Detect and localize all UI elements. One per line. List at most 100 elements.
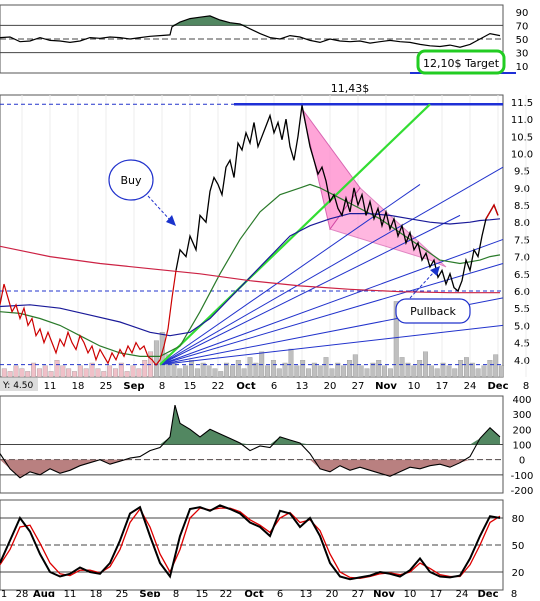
volume-bar: [428, 365, 434, 378]
price-x-tick-Sep: Sep: [123, 381, 144, 392]
cci-tick-0: 0: [519, 456, 525, 467]
volume-bar: [417, 360, 423, 378]
rsi-line: [0, 15, 501, 48]
volume-bar: [189, 360, 194, 378]
rsi-tick-90: 90: [516, 8, 529, 19]
volume-bar: [300, 360, 306, 378]
volume-bar: [89, 362, 95, 378]
rsi-tick-70: 70: [516, 21, 529, 32]
buy-label: Buy: [120, 174, 142, 187]
stochastic-x-tick-Sep: Sep: [139, 589, 160, 597]
ma-short-line: [0, 183, 501, 357]
rsi-tick-labels: 90 70 50 30 10: [516, 8, 529, 73]
price-x-tick-17: 17: [436, 381, 449, 392]
volume-bar: [206, 365, 212, 378]
fan-line-6: [159, 324, 504, 366]
volume-bar: [153, 340, 159, 378]
volume-bar: [364, 368, 370, 378]
buy-annotation: Buy: [108, 159, 176, 226]
pullback-annotation: Pullback: [395, 266, 471, 324]
volume-bar: [341, 365, 347, 378]
volume-bar: [72, 371, 77, 378]
cci-tick-100: 100: [512, 441, 531, 452]
stochastic-tick-20: 20: [512, 568, 525, 579]
cci-tick-400: 400: [512, 395, 531, 406]
stochastic-x-tick-22: 22: [220, 589, 233, 597]
volume-bar: [294, 365, 300, 378]
volume-bar: [323, 357, 329, 378]
pullback-label: Pullback: [410, 305, 456, 318]
volume-bar: [229, 365, 235, 378]
volume-bar: [25, 371, 31, 378]
buy-bubble: [108, 159, 154, 201]
volume-bar: [60, 365, 66, 378]
volume-bar: [481, 365, 487, 378]
volume-bar: [446, 365, 452, 378]
price-tick-10.0: 10.0: [511, 149, 533, 160]
stochastic-x-tick-Nov: Nov: [373, 589, 395, 597]
volume-bar: [311, 362, 317, 378]
volume-bar: [107, 365, 113, 378]
rsi-tick-10: 10: [516, 62, 529, 73]
price-x-tick-8: 8: [159, 381, 165, 392]
volume-bar: [335, 362, 341, 378]
cci-plot: [0, 404, 503, 479]
volume-bar: [452, 368, 458, 378]
stochastic-tick-labels: 80 50 20: [512, 514, 525, 579]
price-tick-5.0: 5.0: [514, 321, 530, 332]
target-box: [416, 49, 506, 75]
volume-bar: [475, 368, 481, 378]
fan-line-1: [159, 238, 504, 366]
buy-arrow: [147, 195, 171, 221]
price-tick-4.0: 4.0: [514, 356, 530, 367]
volume-bar: [247, 357, 253, 378]
price-x-tick-6: 6: [271, 381, 277, 392]
stochastic-panel: 80 50 20 1 28 Aug 11 18 25 Sep 8 15 22 Oct 6 13 20 27 Nov…: [0, 499, 525, 600]
stochastic-x-tick-1: 1: [1, 589, 7, 597]
volume-bar: [317, 365, 323, 378]
price-x-tick-13: 13: [296, 381, 309, 392]
price-line-after: [175, 105, 499, 293]
price-tick-5.5: 5.5: [514, 304, 530, 315]
stochastic-tick-50: 50: [512, 541, 525, 552]
corner-label-box: [0, 378, 38, 391]
volume-bar: [218, 371, 224, 378]
pullback-arrow-head: [430, 266, 440, 276]
price-line-before: [0, 270, 177, 366]
price-x-tick-18: 18: [72, 381, 85, 392]
stochastic-tick-80: 80: [512, 514, 525, 525]
price-tick-9.5: 9.5: [514, 167, 530, 178]
volume-bar: [66, 368, 72, 378]
volume-bar: [405, 362, 411, 378]
stochastic-x-tick-Dec: Dec: [477, 589, 498, 597]
stochastic-x-tick-28: 28: [16, 589, 29, 597]
price-tick-4.5: 4.5: [514, 339, 530, 350]
volume-bar: [288, 348, 294, 378]
stochastic-x-tick-18: 18: [90, 589, 103, 597]
volume-bar: [77, 365, 83, 378]
price-x-tick-Nov: Nov: [375, 381, 397, 392]
price-line-tail: [485, 203, 499, 220]
cci-line: [0, 404, 501, 479]
volume-bar: [7, 371, 13, 378]
ma-mid-line: [0, 213, 501, 337]
price-tick-9.0: 9.0: [514, 184, 530, 195]
corner-label: Y: 4.50: [2, 381, 34, 391]
volume-bar: [19, 368, 25, 378]
price-tick-7.0: 7.0: [514, 253, 530, 264]
volume-bar: [183, 365, 189, 378]
resistance-label: 11,43$: [331, 82, 370, 95]
volume-bar: [130, 365, 136, 378]
stochastic-x-tick-Aug: Aug: [33, 589, 55, 597]
price-panel: 11,43$ 11.5 11.0 10.5 10.0 9.5 9.0 8.5 8.0 7.5 7.…: [0, 82, 533, 392]
cci-tick-labels: 400 300 200 100 0 -100 -200: [511, 395, 534, 497]
stochastic-x-tick-6: 6: [277, 589, 283, 597]
volume-bar: [83, 368, 89, 378]
stochastic-signal-line: [0, 507, 501, 579]
volume-bar: [95, 368, 101, 378]
cci-tick-200: 200: [512, 425, 531, 436]
cci-tick-300: 300: [512, 410, 531, 421]
volume-bar: [458, 360, 464, 378]
